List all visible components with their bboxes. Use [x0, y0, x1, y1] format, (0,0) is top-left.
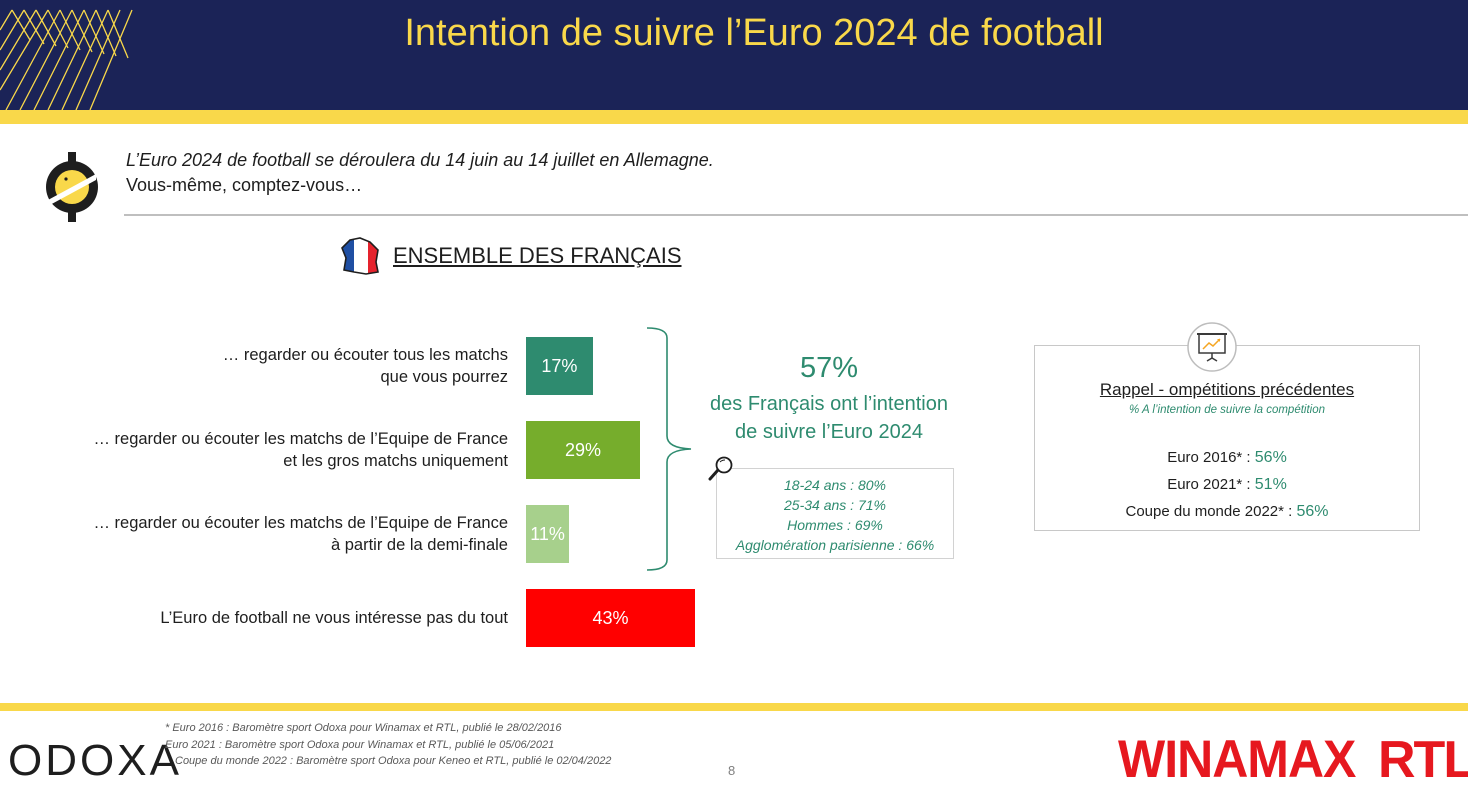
recall-row-value: 56%: [1296, 503, 1329, 520]
recall-box: [1034, 345, 1420, 531]
bar-category-label: … regarder ou écouter les matchs de l’Eq…: [93, 512, 508, 556]
recall-row: Coupe du monde 2022* : 56%: [1034, 503, 1420, 521]
bar-category-label: … regarder ou écouter tous les matchs que…: [223, 344, 508, 388]
bar-category-label-line: L’Euro de football ne vous intéresse pas…: [160, 609, 508, 627]
bar-value-label: 11%: [530, 523, 565, 544]
recall-row: Euro 2016* : 56%: [1034, 449, 1420, 467]
bar-category-label: L’Euro de football ne vous intéresse pas…: [160, 607, 508, 629]
france-flag-map-icon: [341, 237, 379, 275]
winamax-logo: WINAMAX: [1118, 729, 1356, 789]
summary-percentage: 57%: [799, 352, 859, 384]
recall-row-label: Euro 2016* :: [1167, 449, 1255, 466]
bar: 29%: [526, 421, 640, 479]
bar: 43%: [526, 589, 695, 647]
detail-line: 18-24 ans : 80%: [784, 477, 886, 493]
footnote: Euro 2021 : Baromètre sport Odoxa pour W…: [165, 739, 555, 751]
bar-category-label-line: à partir de la demi-finale: [330, 536, 508, 554]
footer-stripe: [0, 703, 1468, 711]
bar-category-label-line: … regarder ou écouter les matchs de l’Eq…: [93, 514, 508, 532]
bar-category-label-line: et les gros matchs uniquement: [283, 452, 508, 470]
header-stripe: [0, 110, 1468, 124]
summary-text: des Français ont l’intention de suivre l…: [690, 390, 968, 446]
bar-category-label: … regarder ou écouter les matchs de l’Eq…: [93, 428, 508, 472]
recall-row-label: Coupe du monde 2022* :: [1125, 503, 1297, 520]
question-line-2: Vous-même, comptez-vous…: [126, 175, 363, 195]
header-pattern-decoration: [0, 9, 133, 110]
odoxa-coin-icon: [46, 152, 98, 222]
recall-row-label: Euro 2021* :: [1167, 476, 1255, 493]
recall-row-value: 56%: [1254, 449, 1287, 466]
recall-title: Rappel - ompétitions précédentes: [1099, 380, 1355, 399]
detail-line: Hommes : 69%: [787, 517, 883, 533]
summary-text-line-2: de suivre l’Euro 2024: [735, 421, 923, 443]
bar: 11%: [526, 505, 570, 563]
presentation-board-icon: [1187, 322, 1237, 372]
bar-category-label-line: … regarder ou écouter les matchs de l’Eq…: [93, 430, 508, 448]
page-title: Intention de suivre l’Euro 2024 de footb…: [404, 12, 1104, 54]
detail-line: 25-34 ans : 71%: [784, 497, 886, 513]
detail-box: 18-24 ans : 80% 25-34 ans : 71% Hommes :…: [716, 468, 954, 559]
rtl-logo: RTL: [1378, 731, 1468, 789]
bar-category-label-line: que vous pourrez: [380, 368, 509, 386]
recall-row: Euro 2021* : 51%: [1034, 476, 1420, 494]
bar-category-label-line: … regarder ou écouter tous les matchs: [222, 346, 508, 364]
question-divider: [124, 214, 1468, 216]
bar-value-label: 17%: [541, 355, 578, 376]
bar-value-label: 29%: [564, 439, 601, 460]
bar-value-label: 43%: [592, 607, 629, 628]
page-number: 8: [728, 763, 736, 778]
magnifier-icon: [708, 456, 733, 481]
grouping-brace: [646, 327, 692, 571]
odoxa-logo: ODOXA: [8, 736, 182, 785]
section-title: ENSEMBLE DES FRANÇAIS: [393, 243, 682, 268]
footnote: Coupe du monde 2022 : Baromètre sport Od…: [175, 755, 612, 767]
bar: 17%: [526, 337, 593, 395]
header-banner: Intention de suivre l’Euro 2024 de footb…: [0, 0, 1468, 110]
summary-text-line-1: des Français ont l’intention: [710, 393, 948, 415]
question-line-1: L’Euro 2024 de football se déroulera du …: [126, 150, 714, 170]
footnote: * Euro 2016 : Baromètre sport Odoxa pour…: [165, 722, 562, 734]
detail-line: Agglomération parisienne : 66%: [735, 537, 935, 553]
question-text: L’Euro 2024 de football se déroulera du …: [126, 148, 714, 198]
recall-row-value: 51%: [1254, 476, 1287, 493]
recall-subtitle: % A l’intention de suivre la compétition: [1128, 404, 1326, 416]
